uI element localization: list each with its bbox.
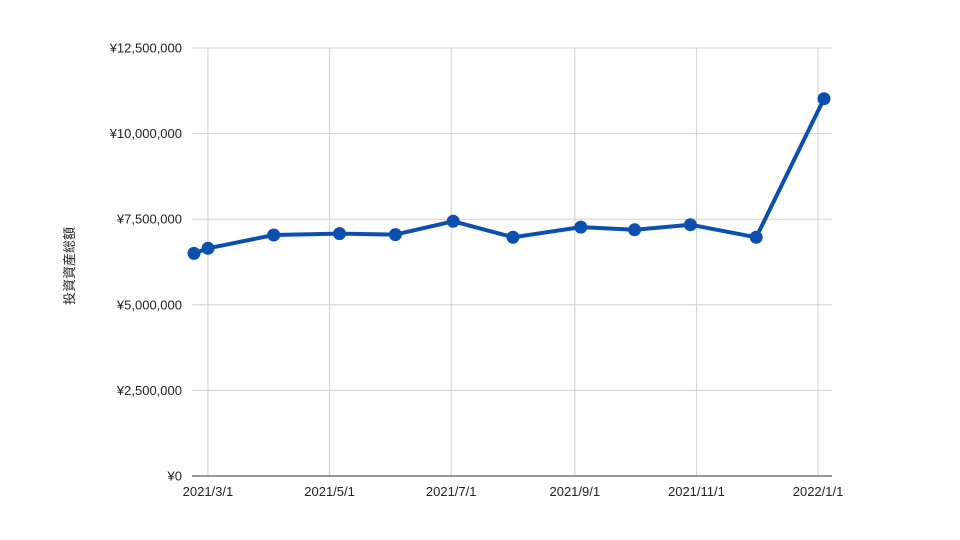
- x-tick-label: 2022/1/1: [793, 484, 844, 499]
- y-tick-label: ¥12,500,000: [109, 41, 182, 56]
- data-point: [817, 92, 831, 106]
- y-tick-label: ¥5,000,000: [116, 297, 182, 312]
- y-tick-label: ¥10,000,000: [109, 126, 182, 141]
- y-axis-tick-labels: ¥0 ¥2,500,000 ¥5,000,000 ¥7,500,000 ¥10,000,…: [109, 41, 182, 484]
- x-axis-tick-labels: 2021/3/1 2021/5/1 2021/7/1 2021/9/1 2021/11/…: [183, 484, 844, 499]
- data-point: [683, 218, 697, 232]
- data-point: [267, 228, 281, 242]
- data-point: [388, 228, 402, 242]
- data-point: [333, 227, 346, 241]
- horizontal-gridlines: [192, 47, 832, 391]
- x-tick-label: 2021/3/1: [183, 484, 234, 499]
- y-tick-label: ¥7,500,000: [116, 212, 182, 227]
- data-point: [506, 230, 520, 244]
- data-point: [749, 230, 763, 244]
- vertical-gridlines: [207, 48, 819, 476]
- series-line: [192, 96, 826, 256]
- y-axis-title: 投資資産総額: [62, 227, 78, 305]
- series-group: [187, 92, 831, 260]
- data-point: [628, 223, 642, 237]
- data-point: [187, 246, 201, 260]
- data-point: [574, 220, 588, 234]
- x-tick-label: 2021/11/1: [668, 484, 725, 499]
- y-tick-label: ¥2,500,000: [116, 383, 182, 398]
- x-tick-label: 2021/7/1: [426, 484, 477, 499]
- x-tick-label: 2021/9/1: [549, 484, 600, 499]
- x-tick-label: 2021/5/1: [304, 484, 355, 499]
- data-point: [201, 241, 215, 255]
- data-point: [446, 214, 460, 228]
- y-tick-label: ¥0: [167, 469, 182, 484]
